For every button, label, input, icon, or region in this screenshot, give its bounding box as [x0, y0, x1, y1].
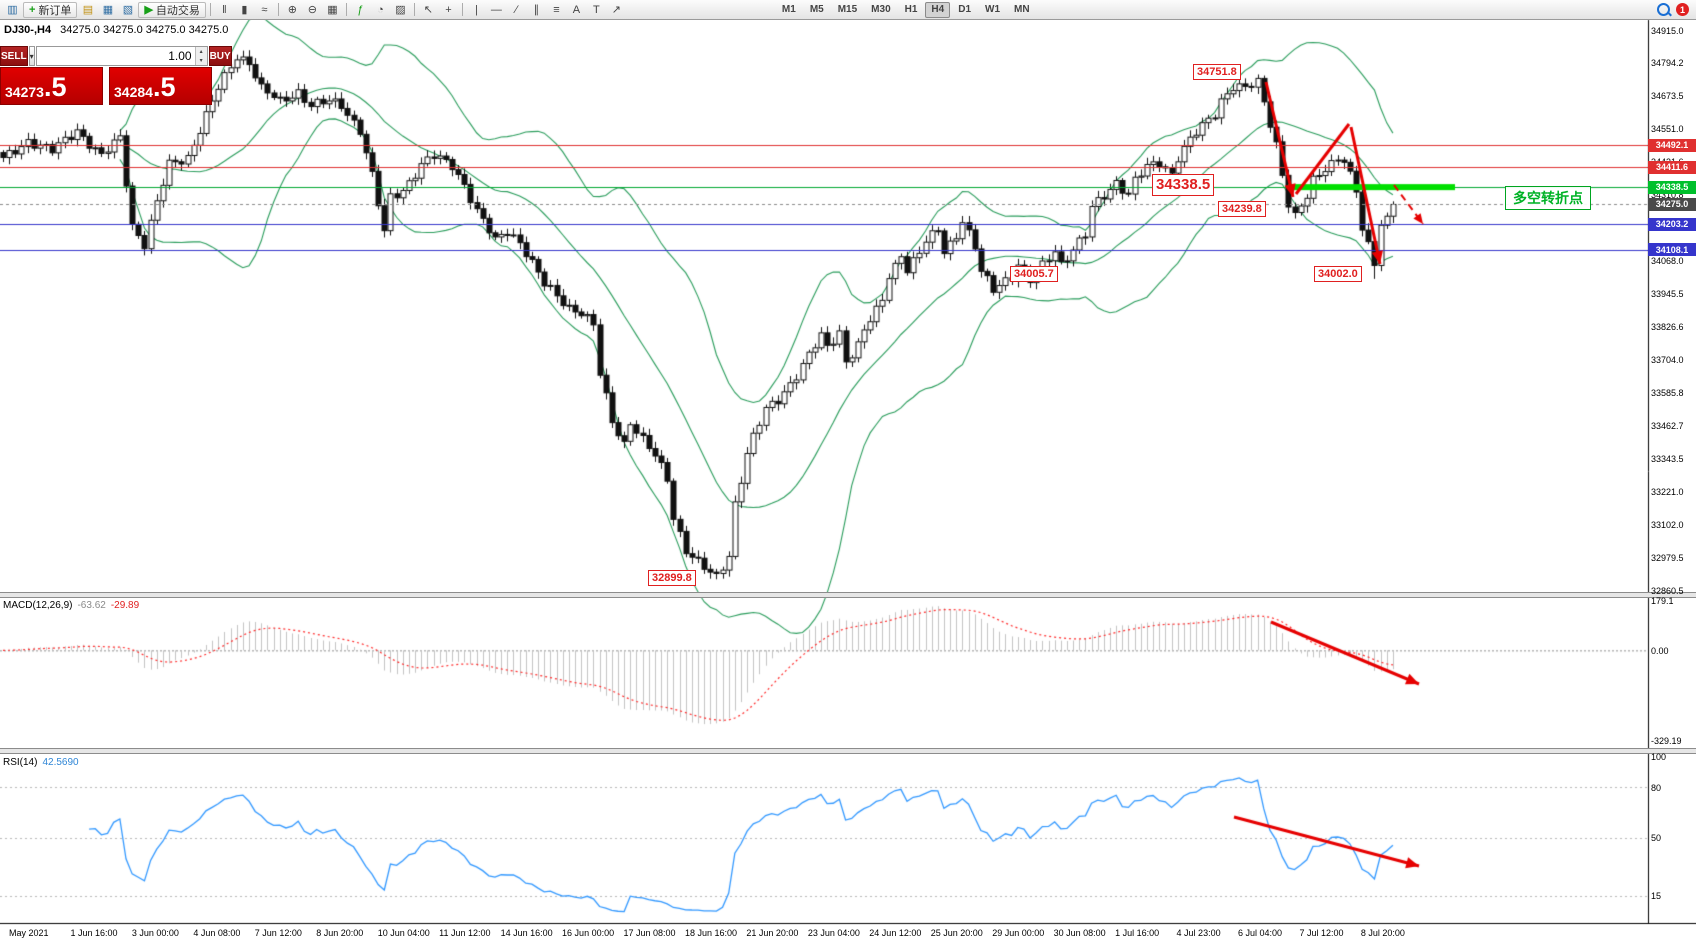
- pane-divider-rsi[interactable]: [0, 748, 1696, 754]
- horizontal-line-icon[interactable]: —: [490, 3, 502, 16]
- profiles-icon[interactable]: ▤: [82, 4, 94, 16]
- bar-chart-icon[interactable]: ‖: [222, 3, 227, 16]
- buy-price-main: 34284: [114, 83, 153, 100]
- toolbar-separator: [209, 3, 211, 16]
- sell-price-display[interactable]: 34273 .5: [0, 67, 103, 105]
- lot-size-input[interactable]: [36, 47, 195, 65]
- lot-down-icon[interactable]: ▾: [195, 56, 207, 65]
- toolbar-right-group: 1: [1657, 3, 1693, 16]
- notification-badge[interactable]: 1: [1676, 3, 1689, 16]
- periods-icon[interactable]: ◔: [377, 3, 384, 16]
- buy-price-display[interactable]: 34284 .5: [109, 67, 212, 105]
- order-type-dropdown[interactable]: ▾: [28, 46, 35, 66]
- ohlc-label: 34275.0 34275.0 34275.0 34275.0: [60, 24, 229, 36]
- templates-icon[interactable]: ▨: [395, 4, 406, 16]
- toolbar-separator: [413, 3, 415, 16]
- auto-trading-button-icon: ▶: [144, 4, 153, 16]
- lot-size-field: ▴▾: [35, 46, 208, 66]
- time-axis[interactable]: [0, 923, 1648, 945]
- pane-divider-macd[interactable]: [0, 592, 1696, 598]
- chart-header: DJ30-,H4 34275.0 34275.0 34275.0 34275.0: [4, 24, 228, 36]
- channel-icon[interactable]: ∥: [533, 4, 540, 16]
- auto-trading-button-label: 自动交易: [155, 4, 200, 17]
- auto-trading-button[interactable]: ▶ 自动交易: [138, 1, 206, 18]
- market-watch-icon[interactable]: ▦: [102, 4, 114, 16]
- timeframe-w1[interactable]: W1: [985, 4, 1001, 15]
- timeframe-d1[interactable]: D1: [958, 4, 972, 15]
- buy-button[interactable]: BUY: [208, 46, 232, 66]
- vertical-line-icon[interactable]: |: [474, 3, 478, 16]
- rsi-label: RSI(14) 42.5690: [3, 757, 79, 768]
- search-icon[interactable]: [1657, 3, 1670, 16]
- toolbar: ▥ + 新订单 ▤ ▦ ▧ ▶ 自动交易 ‖ ▮ ≈ ⊕ ⊖ ▦ ƒ ◔ ▨ ↖ + | — ∕ ∥ ≡ A T ↗ M1 M5 M15…: [0, 0, 1696, 20]
- new-chart-icon[interactable]: ▥: [7, 4, 18, 16]
- macd-title: MACD(12,26,9): [3, 600, 73, 611]
- toolbar-left-group: ▥ + 新订单 ▤ ▦ ▧ ▶ 自动交易 ‖ ▮ ≈ ⊕ ⊖ ▦ ƒ ◔ ▨ ↖ + | — ∕ ∥ ≡ A T ↗: [3, 1, 626, 18]
- symbol-period-label: DJ30-,H4: [4, 24, 52, 36]
- buy-price-pips: .5: [152, 72, 176, 103]
- timeframe-m5[interactable]: M5: [809, 4, 824, 15]
- macd-label: MACD(12,26,9) -63.62 -29.89: [3, 600, 139, 611]
- timeframe-mn[interactable]: MN: [1014, 4, 1030, 15]
- timeframe-m1[interactable]: M1: [781, 4, 796, 15]
- timeframe-m30[interactable]: M30: [871, 4, 891, 15]
- lot-spinner[interactable]: ▴ ▾: [194, 47, 207, 65]
- zoom-out-icon[interactable]: ⊖: [307, 4, 318, 16]
- arrow-tools-icon[interactable]: ↗: [611, 4, 622, 16]
- navigator-icon[interactable]: ▧: [122, 4, 134, 16]
- candlestick-chart-icon[interactable]: ▮: [241, 4, 248, 16]
- text-label-icon[interactable]: T: [593, 3, 600, 16]
- rsi-value: 42.5690: [42, 757, 79, 768]
- indicators-icon[interactable]: ƒ: [357, 3, 364, 16]
- sell-button[interactable]: SELL: [0, 46, 28, 66]
- new-order-button-icon: +: [29, 3, 36, 16]
- toolbar-separator: [345, 3, 347, 16]
- toolbar-separator: [461, 3, 463, 16]
- toolbar-separator: [277, 3, 279, 16]
- turning-point-annotation[interactable]: 多空转折点: [1505, 186, 1591, 210]
- sell-price-pips: .5: [43, 72, 67, 103]
- line-chart-icon[interactable]: ≈: [261, 3, 268, 16]
- timeframe-h1[interactable]: H1: [904, 4, 918, 15]
- macd-value: -63.62: [77, 600, 106, 611]
- tile-windows-icon[interactable]: ▦: [327, 4, 338, 16]
- timeframe-h4[interactable]: H4: [925, 1, 951, 18]
- fibonacci-icon[interactable]: ≡: [553, 3, 560, 16]
- lot-up-icon[interactable]: ▴: [195, 47, 207, 56]
- timeframe-m15[interactable]: M15: [837, 4, 858, 15]
- new-order-button-label: 新订单: [38, 4, 72, 17]
- price-axis[interactable]: [1648, 20, 1696, 923]
- macd-signal-value: -29.89: [110, 600, 140, 611]
- rsi-title: RSI(14): [3, 757, 38, 768]
- trendline-icon[interactable]: ∕: [515, 3, 518, 16]
- text-icon[interactable]: A: [572, 3, 581, 16]
- cursor-icon[interactable]: ↖: [423, 4, 434, 16]
- new-order-button[interactable]: + 新订单: [23, 1, 78, 18]
- sell-price-main: 34273: [5, 83, 44, 100]
- crosshair-icon[interactable]: +: [445, 3, 452, 16]
- zoom-in-icon[interactable]: ⊕: [287, 4, 298, 16]
- timeframe-group: M1 M5 M15 M30 H1 H4 D1 W1 MN: [776, 1, 1036, 18]
- one-click-trading-panel: SELL ▾ ▴▾ BUY 34273 .5 34284 .5: [0, 46, 232, 105]
